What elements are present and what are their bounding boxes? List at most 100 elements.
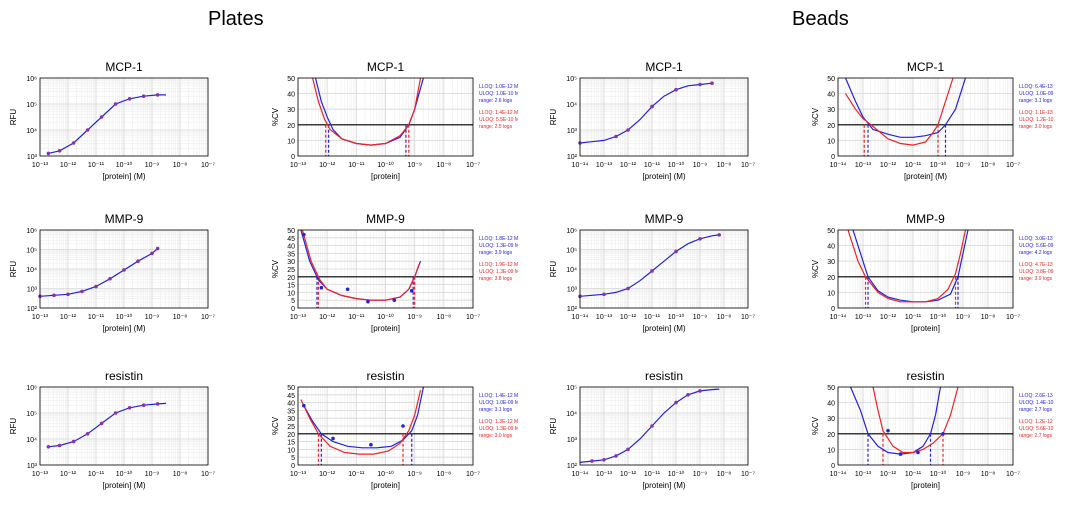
loq-annotation: range: 3.0 logs [1019, 124, 1053, 130]
loq-annotation: ULOQ: 5.6E-10 [1019, 426, 1054, 432]
data-point [319, 285, 324, 290]
data-point [127, 406, 132, 410]
x-tick-label: 10⁻⁸ [981, 471, 995, 478]
chart-title: MMP-9 [366, 212, 405, 226]
x-tick-label: 10⁻¹⁰ [668, 313, 685, 321]
y-axis-label: RFU [549, 261, 558, 278]
loq-annotation: range: 3.1 logs [1019, 98, 1053, 104]
y-axis-label: RFU [9, 261, 18, 278]
series-line-blue [580, 82, 713, 144]
y-tick-label: 50 [827, 76, 835, 83]
data-point [99, 115, 104, 119]
chart-title: MCP-1 [367, 60, 405, 74]
loq-annotation: range: 3.1 logs [479, 407, 513, 413]
x-tick-label: 10⁻¹⁰ [116, 161, 133, 169]
x-tick-label: 10⁻¹¹ [348, 471, 365, 478]
loq-annotation: ULOQ: 5.5E-10 M [479, 117, 518, 123]
series-line-red [300, 389, 422, 455]
loq-annotation: LLOQ: 1.3E-12 M [479, 419, 518, 425]
y-tick-label: 50 [287, 76, 295, 83]
y-tick-label: 40 [827, 244, 835, 251]
loq-annotation: LLOQ: 1.4E-12 M [479, 110, 518, 116]
y-tick-label: 50 [827, 385, 835, 392]
chart-svg: resistin 10⁻¹³ 10⁻¹² 10⁻¹¹ 10⁻¹⁰ 10⁻⁹ 10⁻⁸ 10⁻⁷… [9, 369, 215, 490]
y-tick-label: 10⁵ [26, 102, 37, 109]
data-point [302, 403, 306, 408]
plot-frame [837, 229, 1014, 309]
data-point [614, 454, 618, 458]
series-line-blue [314, 78, 424, 146]
data-point [302, 232, 306, 237]
chart-svg: MMP-9 10⁻¹³ 10⁻¹² 10⁻¹¹ 10⁻¹⁰ 10⁻⁹ 10⁻⁸ 10⁻⁷ 10²… [9, 212, 215, 333]
y-tick-label: 50 [827, 228, 835, 235]
chart-svg: MCP-1 10⁻¹⁴ 10⁻¹³ 10⁻¹² 10⁻¹¹ 10⁻¹⁰ 10⁻⁹ 10⁻⁸ 10… [549, 60, 755, 181]
y-tick-label: 10⁴ [26, 267, 37, 274]
data-point [80, 289, 84, 294]
plot-frame [579, 77, 749, 157]
x-tick-label: 10⁻¹² [880, 162, 897, 169]
series-line-red [872, 387, 959, 454]
x-tick-label: 10⁻⁷ [1006, 314, 1020, 321]
series-line-red [301, 230, 420, 301]
x-axis-label: [protein] (M) [642, 324, 685, 333]
plot-frame [837, 77, 1014, 157]
x-axis-label: [protein] [371, 481, 400, 490]
x-tick-label: 10⁻¹² [319, 162, 336, 169]
loq-annotation: ULOQ: 1.0E-09 M [479, 400, 518, 406]
series-line-blue [48, 402, 167, 448]
beads-mcp-1-cv-chart: MCP-1 10⁻¹⁴ 10⁻¹³ 10⁻¹² 10⁻¹¹ 10⁻¹⁰ 10⁻⁹ 10⁻⁸ 10… [808, 58, 1058, 198]
data-point [886, 428, 890, 433]
data-point [155, 402, 160, 406]
x-tick-label: 10⁻⁹ [407, 162, 421, 169]
x-tick-label: 10⁻¹³ [290, 162, 307, 169]
data-point [141, 94, 146, 98]
x-tick-label: 10⁻⁹ [693, 314, 707, 321]
x-tick-label: 10⁻⁷ [741, 314, 755, 321]
y-tick-label: 15 [287, 440, 295, 447]
x-axis-label: [protein] [911, 481, 940, 490]
chart-title: MCP-1 [105, 60, 143, 74]
series-line-blue [40, 248, 158, 297]
x-tick-label: 10⁻¹⁰ [668, 161, 685, 169]
y-tick-label: 10⁴ [566, 267, 577, 274]
chart-title: MCP-1 [907, 60, 945, 74]
loq-annotation: range: 3.9 logs [479, 250, 513, 256]
x-tick-label: 10⁻⁹ [956, 471, 970, 478]
y-axis-label: %CV [811, 107, 820, 126]
data-point [674, 400, 678, 405]
beads-mmp-9-cv-chart: MMP-9 10⁻¹⁴ 10⁻¹³ 10⁻¹² 10⁻¹¹ 10⁻¹⁰ 10⁻⁹ 10⁻⁸ 10… [808, 210, 1058, 350]
x-tick-label: 10⁻¹¹ [644, 314, 661, 321]
x-tick-label: 10⁻¹³ [32, 471, 49, 478]
chart-title: resistin [105, 369, 143, 383]
plates-mcp-1-cv-chart: MCP-1 10⁻¹³ 10⁻¹² 10⁻¹¹ 10⁻¹⁰ 10⁻⁹ 10⁻⁸ 10⁻⁷ 0 10… [268, 58, 518, 198]
data-point [698, 236, 702, 241]
data-point [590, 459, 594, 463]
x-tick-label: 10⁻¹⁰ [668, 470, 685, 478]
x-axis-label: [protein] (M) [642, 172, 685, 181]
y-tick-label: 10 [827, 138, 835, 145]
x-tick-label: 10⁻⁸ [437, 162, 451, 169]
data-point [141, 403, 146, 407]
y-tick-label: 30 [287, 107, 295, 114]
data-point [85, 128, 90, 132]
y-axis-label: RFU [549, 418, 558, 435]
x-tick-label: 10⁻¹² [620, 162, 637, 169]
data-point [710, 81, 714, 85]
data-point [366, 299, 370, 304]
loq-annotation: range: 3.8 logs [479, 276, 513, 282]
y-axis-label: %CV [271, 416, 280, 435]
y-tick-label: 10⁴ [26, 128, 37, 135]
data-point [57, 149, 62, 153]
y-axis-label: RFU [549, 109, 558, 126]
data-point [136, 259, 140, 263]
plot-frame [579, 386, 749, 466]
data-point [626, 447, 630, 452]
loq-annotation: range: 2.6 logs [479, 98, 513, 104]
x-tick-label: 10⁻¹² [60, 471, 77, 478]
data-point [46, 151, 51, 156]
y-tick-label: 35 [287, 408, 295, 415]
y-tick-label: 0 [291, 154, 295, 161]
y-tick-label: 10⁵ [26, 411, 37, 418]
data-point [650, 269, 654, 273]
data-point [626, 128, 630, 132]
